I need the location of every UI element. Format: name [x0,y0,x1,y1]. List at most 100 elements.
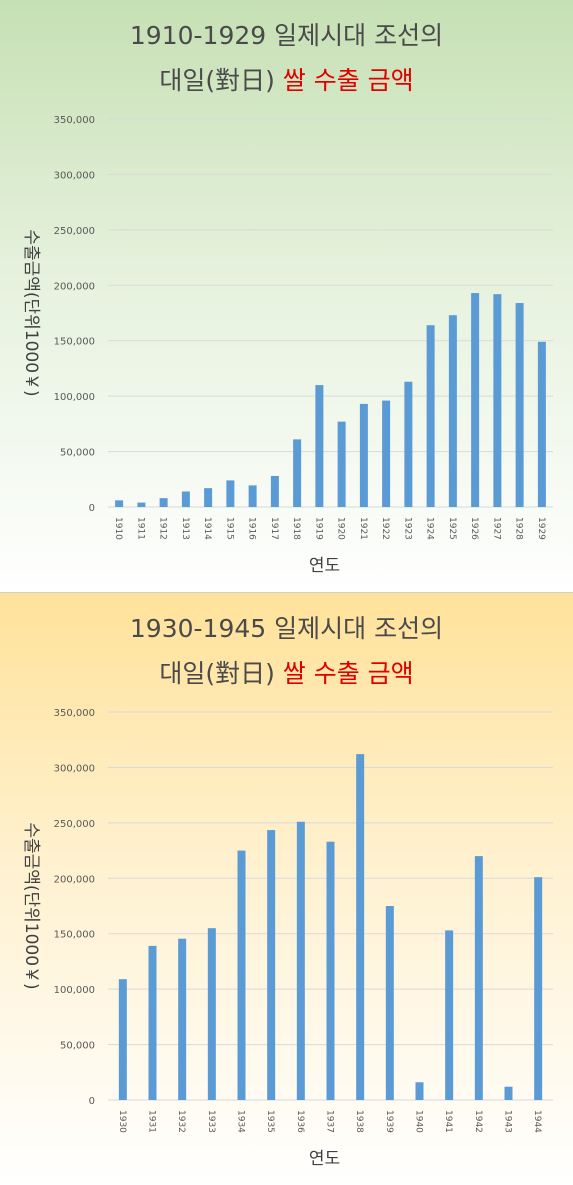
x-tick-label: 1937 [325,1110,335,1133]
bar [474,856,483,1100]
x-tick-label: 1923 [402,517,412,540]
y-axis-label: 수출금액(단위1000￥) [21,229,41,396]
y-tick-label: 50,000 [60,448,95,459]
bar [448,315,457,507]
chart-1930-1945: 0 50,000 100,000 150,000 200,000 250,000 300,0… [21,708,553,1169]
bar [267,830,276,1100]
x-tick-label: 1940 [414,1110,424,1133]
x-tick-label: 1931 [147,1110,157,1133]
chart-title-line1: 1910-1929 일제시대 조선의 [129,21,444,50]
y-tick-label: 100,000 [54,392,95,403]
x-tick-label: 1941 [443,1110,453,1133]
chart-title-part-b: 쌀 수출 금액 [282,659,414,688]
x-tick-label: 1920 [336,517,346,540]
x-tick-label: 1916 [247,517,257,540]
y-tick-label: 100,000 [54,985,95,996]
bar [137,502,146,507]
bar [382,400,391,507]
bar [504,1086,513,1100]
x-tick-label: 1942 [473,1110,483,1133]
bar [226,480,235,507]
bar [326,841,335,1100]
x-tick-label: 1924 [425,517,435,540]
x-tick-label: 1939 [384,1110,394,1133]
x-tick-label: 1929 [536,517,546,540]
x-tick-label: 1933 [206,1110,216,1133]
x-tick-label: 1913 [180,517,190,540]
x-tick-label: 1921 [358,517,368,540]
x-tick-label: 1918 [291,517,301,540]
chart-panel-1930-1945: 1930-1945 일제시대 조선의 대일(對日) 쌀 수출 금액 0 50,00… [0,593,573,1185]
y-tick-label: 0 [89,503,95,514]
y-tick-label: 250,000 [54,226,95,237]
bar [118,979,127,1100]
bar [493,294,502,507]
bar [237,850,246,1100]
x-tick-label: 1911 [135,517,145,540]
bar [296,821,305,1100]
bar [359,403,368,507]
x-tick-label: 1930 [117,1110,127,1133]
chart-title-part-b: 쌀 수출 금액 [282,66,414,95]
bar [515,303,524,507]
bar [471,293,480,507]
x-tick-label: 1912 [158,517,168,540]
x-tick-label: 1910 [113,517,123,540]
x-axis-label: 연도 [309,556,340,576]
y-tick-label: 150,000 [54,337,95,348]
chart-title-part-a: 대일(對日) [159,659,283,688]
bar [207,928,216,1100]
y-tick-label: 300,000 [54,763,95,774]
x-tick-label: 1944 [532,1110,542,1133]
x-tick-label: 1917 [269,517,279,540]
x-axis-label: 연도 [309,1149,340,1169]
x-tick-label: 1935 [265,1110,275,1133]
y-tick-label: 150,000 [54,930,95,941]
x-tick-label: 1925 [447,517,457,540]
y-tick-label: 0 [89,1096,95,1107]
bar [537,341,546,507]
bar [270,475,279,507]
bar [178,938,187,1100]
y-tick-label: 250,000 [54,819,95,830]
x-tick-label: 1919 [313,517,323,540]
x-tick-label: 1915 [224,517,234,540]
y-tick-label: 200,000 [54,281,95,292]
bar [534,877,543,1100]
y-tick-label: 350,000 [54,115,95,126]
y-axis-label: 수출금액(단위1000￥) [21,822,41,989]
bar [204,488,213,507]
y-tick-label: 50,000 [60,1041,95,1052]
chart-title-part-a: 대일(對日) [159,66,283,95]
chart-1910-1929: 0 50,000 100,000 150,000 200,000 250,000 300,0… [21,115,553,576]
x-tick-label: 1927 [491,517,501,540]
y-tick-label: 350,000 [54,708,95,719]
x-tick-label: 1932 [176,1110,186,1133]
x-tick-label: 1928 [514,517,524,540]
bar [404,381,413,507]
chart-title-line1: 1930-1945 일제시대 조선의 [129,614,444,643]
x-tick-label: 1922 [380,517,390,540]
y-tick-label: 300,000 [54,170,95,181]
bar [385,906,394,1100]
bar [159,498,168,507]
bar [426,325,435,507]
x-tick-label: 1938 [354,1110,364,1133]
bar [181,491,190,507]
bar [415,1082,424,1100]
chart-panel-1930-before: 1910-1929 일제시대 조선의 대일(對日) 쌀 수출 금액 0 50,00… [0,0,573,593]
chart-title-line2: 대일(對日) 쌀 수출 금액 [0,65,573,97]
x-tick-label: 1936 [295,1110,305,1133]
bar [337,421,346,507]
bar [445,930,454,1100]
bar [293,439,302,507]
bar [115,500,124,507]
bar [248,485,257,507]
x-tick-label: 1914 [202,517,212,540]
bar [315,385,324,507]
bar [148,945,157,1100]
x-tick-label: 1934 [236,1110,246,1133]
y-tick-label: 200,000 [54,874,95,885]
x-tick-label: 1943 [503,1110,513,1133]
x-tick-label: 1926 [469,517,479,540]
